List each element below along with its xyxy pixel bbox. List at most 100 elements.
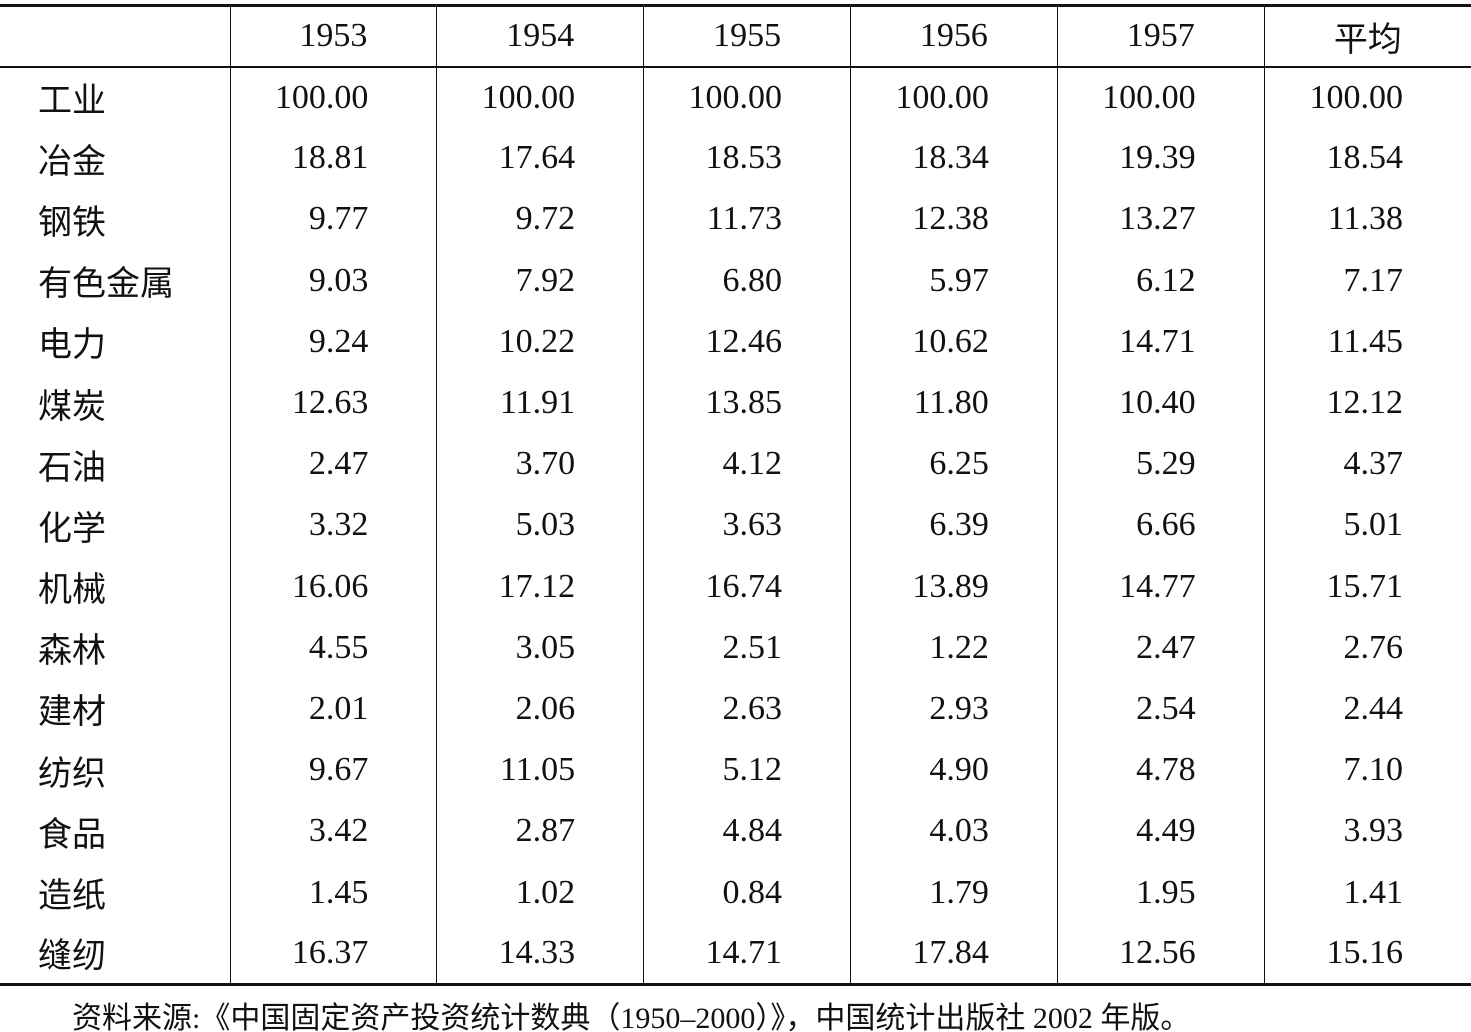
cell: 3.63 — [643, 494, 851, 556]
cell: 15.16 — [1263, 923, 1471, 985]
cell: 1.79 — [849, 861, 1058, 924]
cell: 12.12 — [1263, 372, 1471, 434]
table-row: 纺织 9.67 11.05 5.12 4.90 4.78 7.10 — [0, 739, 1471, 801]
cell: 3.42 — [229, 800, 437, 862]
cell: 16.74 — [643, 556, 851, 618]
cell: 12.56 — [1056, 923, 1265, 985]
table-row: 建材 2.01 2.06 2.63 2.93 2.54 2.44 — [0, 678, 1471, 740]
cell: 4.12 — [643, 433, 851, 495]
cell: 10.62 — [849, 311, 1058, 373]
cell: 9.24 — [229, 311, 437, 373]
cell: 19.39 — [1056, 127, 1265, 189]
table-row: 森林 4.55 3.05 2.51 1.22 2.47 2.76 — [0, 617, 1471, 679]
table-row: 有色金属 9.03 7.92 6.80 5.97 6.12 7.17 — [0, 250, 1471, 312]
cell: 6.12 — [1056, 250, 1265, 312]
cell: 17.84 — [849, 923, 1058, 985]
cell: 14.71 — [643, 923, 851, 985]
row-label: 造纸 — [38, 878, 106, 916]
cell: 14.33 — [436, 923, 644, 985]
cell: 100.00 — [1056, 66, 1265, 128]
header-cell — [0, 6, 230, 67]
table-row: 食品 3.42 2.87 4.84 4.03 4.49 3.93 — [0, 800, 1471, 862]
cell: 14.71 — [1056, 311, 1265, 373]
cell: 1.22 — [849, 617, 1058, 679]
header-cell: 1953 — [229, 5, 437, 67]
table-row: 造纸 1.45 1.02 0.84 1.79 1.95 1.41 — [0, 861, 1471, 924]
cell: 16.06 — [229, 556, 437, 618]
cell: 1.41 — [1263, 861, 1471, 924]
cell: 4.03 — [849, 800, 1058, 862]
cell: 4.37 — [1263, 433, 1471, 495]
data-table: 1953 1954 1955 1956 1957 平均 工业 100.00 100.00 100… — [0, 4, 1471, 986]
row-label: 森林 — [38, 633, 106, 671]
cell: 13.27 — [1056, 188, 1265, 251]
cell: 3.05 — [436, 617, 644, 679]
cell: 2.01 — [229, 678, 437, 740]
header-cell: 1956 — [849, 5, 1058, 67]
cell: 11.91 — [436, 372, 644, 434]
row-label: 石油 — [38, 449, 106, 487]
cell: 6.39 — [849, 494, 1058, 556]
header-cell: 1955 — [643, 5, 851, 67]
row-label: 有色金属 — [38, 266, 174, 304]
header-row: 1953 1954 1955 1956 1957 平均 — [0, 5, 1471, 67]
cell: 12.38 — [849, 188, 1058, 251]
cell: 17.12 — [436, 556, 644, 618]
cell: 0.84 — [643, 861, 851, 924]
header-cell: 1957 — [1056, 5, 1265, 67]
cell: 13.85 — [643, 372, 851, 434]
cell: 2.51 — [643, 617, 851, 679]
row-label: 工业 — [38, 83, 106, 121]
cell: 18.54 — [1263, 127, 1471, 189]
header-cell: 1954 — [436, 5, 644, 67]
cell: 18.53 — [643, 127, 851, 189]
cell: 2.47 — [1056, 617, 1265, 679]
cell: 2.93 — [849, 678, 1058, 740]
cell: 5.01 — [1263, 494, 1471, 556]
cell: 18.81 — [229, 127, 437, 189]
cell: 4.84 — [643, 800, 851, 862]
row-label: 纺织 — [38, 755, 106, 793]
cell: 18.34 — [849, 127, 1058, 189]
row-label: 电力 — [38, 327, 106, 365]
cell: 6.66 — [1056, 494, 1265, 556]
table-row: 工业 100.00 100.00 100.00 100.00 100.00 100.00 — [0, 66, 1471, 128]
cell: 9.72 — [436, 188, 644, 251]
table-row: 电力 9.24 10.22 12.46 10.62 14.71 11.45 — [0, 311, 1471, 373]
cell: 16.37 — [229, 923, 437, 985]
cell: 100.00 — [849, 66, 1058, 128]
table-row: 煤炭 12.63 11.91 13.85 11.80 10.40 12.12 — [0, 372, 1471, 434]
table-row: 缝纫 16.37 14.33 14.71 17.84 12.56 15.16 — [0, 923, 1471, 985]
cell: 11.05 — [436, 739, 644, 801]
cell: 7.10 — [1263, 739, 1471, 801]
row-label: 化学 — [38, 510, 106, 548]
cell: 1.02 — [436, 861, 644, 924]
cell: 1.95 — [1056, 861, 1265, 924]
cell: 2.44 — [1263, 678, 1471, 740]
cell: 7.17 — [1263, 250, 1471, 312]
cell: 4.90 — [849, 739, 1058, 801]
source-note: 资料来源:《中国固定资产投资统计数典（1950–2000）》，中国统计出版社 2… — [72, 1002, 1191, 1032]
table-row: 钢铁 9.77 9.72 11.73 12.38 13.27 11.38 — [0, 188, 1471, 251]
cell: 10.40 — [1056, 372, 1265, 434]
cell: 2.63 — [643, 678, 851, 740]
table-row: 冶金 18.81 17.64 18.53 18.34 19.39 18.54 — [0, 127, 1471, 189]
cell: 12.46 — [643, 311, 851, 373]
cell: 14.77 — [1056, 556, 1265, 618]
cell: 100.00 — [643, 66, 851, 128]
table-row: 化学 3.32 5.03 3.63 6.39 6.66 5.01 — [0, 494, 1471, 556]
cell: 5.03 — [436, 494, 644, 556]
cell: 5.12 — [643, 739, 851, 801]
cell: 5.97 — [849, 250, 1058, 312]
cell: 2.54 — [1056, 678, 1265, 740]
cell: 11.80 — [849, 372, 1058, 434]
cell: 4.49 — [1056, 800, 1265, 862]
cell: 12.63 — [229, 372, 437, 434]
row-label: 缝纫 — [38, 938, 106, 976]
table-row: 机械 16.06 17.12 16.74 13.89 14.77 15.71 — [0, 556, 1471, 618]
cell: 10.22 — [436, 311, 644, 373]
cell: 2.06 — [436, 678, 644, 740]
cell: 4.78 — [1056, 739, 1265, 801]
row-label: 冶金 — [38, 143, 106, 181]
cell: 3.93 — [1263, 800, 1471, 862]
